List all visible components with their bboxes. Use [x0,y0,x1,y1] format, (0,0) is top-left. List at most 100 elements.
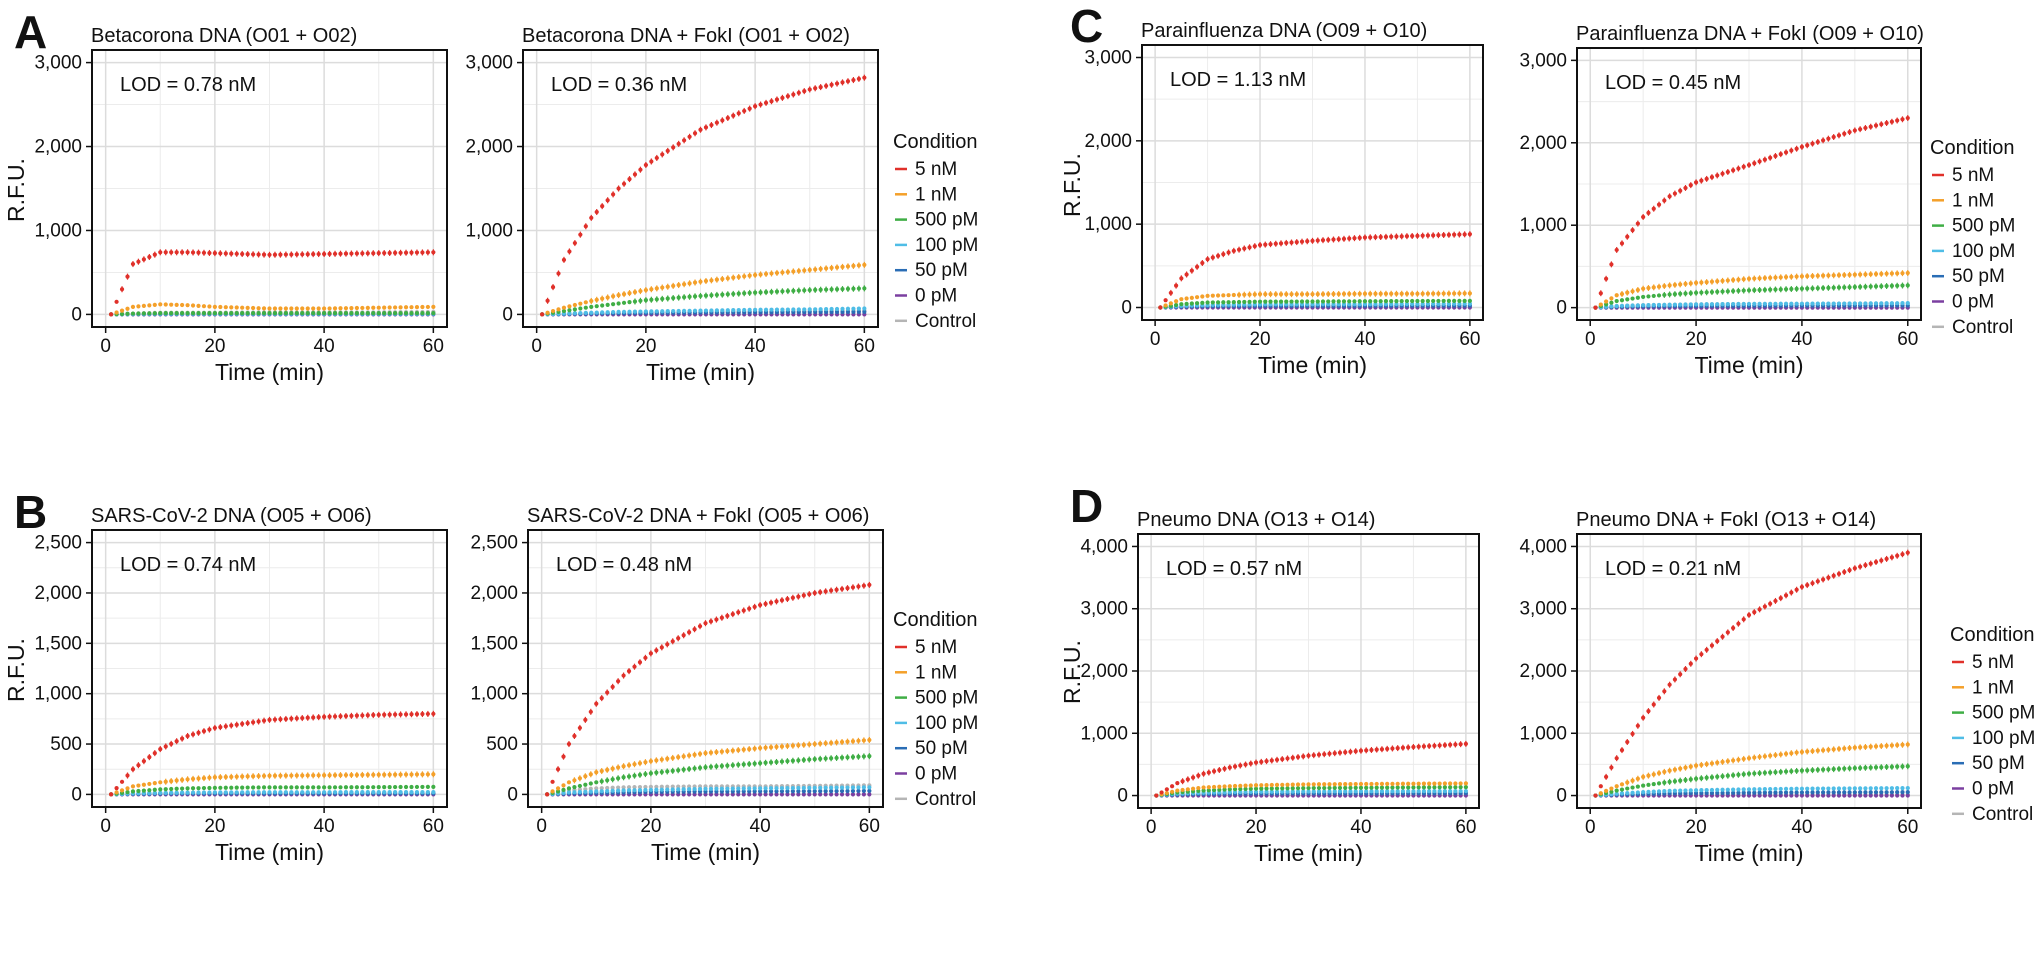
data-point [1347,291,1352,296]
data-point [1884,271,1889,276]
data-point [605,302,610,307]
data-point [1399,298,1404,304]
data-point [1704,290,1709,295]
series-5-nm [109,249,436,317]
y-tick-label: 2,500 [470,533,518,554]
data-point [300,252,305,257]
data-point [1442,743,1447,748]
data-point [1646,210,1651,215]
data-point [1385,781,1390,786]
data-point [1889,743,1894,748]
data-point [719,792,724,797]
data-point [1778,287,1783,292]
data-point [1467,232,1472,237]
data-point [670,755,675,761]
x-axis-label: Time (min) [1258,352,1367,378]
data-point [338,785,343,790]
data-point [1836,133,1842,138]
data-point [1831,747,1836,752]
data-point [207,304,212,309]
data-point [829,785,834,790]
data-point [180,250,185,255]
data-point [1768,275,1773,280]
data-point [1619,747,1625,753]
data-point [1794,790,1799,795]
data-point [1688,281,1693,286]
data-point [1263,299,1268,304]
legend-item: 1 nM [915,184,957,205]
data-point [1789,769,1794,774]
data-point [818,287,823,292]
data-point [1630,778,1635,783]
data-point [692,280,698,285]
data-point [747,273,752,278]
data-point [1467,301,1472,306]
data-point [1243,786,1248,792]
data-point [616,186,621,191]
data-point [1741,164,1746,169]
data-point [1879,301,1884,306]
data-point [676,636,681,641]
data-point [1810,790,1815,795]
data-point [1805,768,1810,773]
data-point [1879,271,1884,276]
data-point [807,267,812,273]
data-point [1604,299,1609,304]
data-point [1662,198,1667,203]
data-point [621,181,627,186]
y-tick-label: 2,000 [1519,133,1567,154]
data-point [840,80,845,85]
data-point [371,790,376,795]
data-point [1315,299,1320,304]
data-point [1858,272,1863,277]
data-point [1452,301,1457,306]
data-point [616,679,621,684]
data-point [1322,789,1327,794]
data-point [174,786,179,791]
data-point [1206,788,1211,793]
legend-item: 500 pM [1952,216,2015,237]
data-point [180,777,185,783]
data-point [730,792,735,797]
x-tick-label: 0 [1146,817,1157,838]
data-point [807,785,812,791]
data-point [1667,292,1672,297]
data-point [349,306,354,311]
data-point [796,268,801,274]
x-tick-label: 20 [204,816,225,837]
data-point [1699,788,1704,793]
data-point [1715,787,1720,792]
data-point [387,311,392,316]
data-point [300,306,305,311]
data-point [599,779,604,784]
data-point [152,302,157,307]
data-point [818,307,823,312]
data-point [1373,235,1378,240]
data-point [152,751,157,756]
lod-label: LOD = 1.13 nM [1170,69,1306,91]
data-point [365,713,370,718]
data-point [681,767,686,772]
data-point [1170,784,1175,789]
data-point [1757,159,1762,164]
data-point [1598,291,1603,296]
data-point [714,764,719,769]
data-point [818,590,823,595]
data-point [572,307,577,312]
data-point [180,311,185,316]
data-point [763,271,769,277]
legend-title: Condition [1950,624,2035,646]
data-point [708,764,714,769]
data-point [583,310,588,315]
data-point [577,725,582,731]
data-point [829,792,834,797]
data-point [856,76,861,81]
data-point [824,266,829,271]
data-point [1609,304,1614,309]
data-point [354,790,359,795]
data-point [398,712,403,717]
data-point [1341,291,1347,297]
data-point [332,311,338,316]
